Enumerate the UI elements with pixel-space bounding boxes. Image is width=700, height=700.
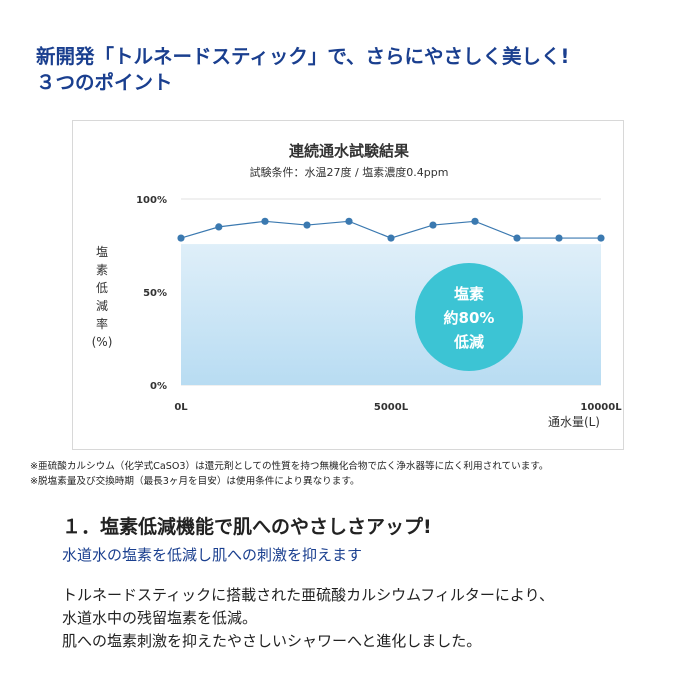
x-axis-label: 通水量(L) (548, 415, 600, 429)
x-tick-labels: 0L 5000L 10000L (174, 402, 622, 413)
reduction-badge: 塩素 約80% 低減 (415, 263, 523, 371)
footnotes: ※亜硫酸カルシウム（化学式CaSO3）は還元剤としての性質を持つ無機化合物で広く… (30, 459, 690, 489)
data-point-6 (429, 221, 437, 229)
footnote-1: ※亜硫酸カルシウム（化学式CaSO3）は還元剤としての性質を持つ無機化合物で広く… (30, 461, 549, 472)
y-tick-labels: 100% 50% 0% (136, 195, 167, 392)
reduction-badge-circle (415, 263, 523, 371)
chart-panel: 連続通水試験結果 試験条件：水温27度 / 塩素濃度0.4ppm 100% 50%… (72, 120, 624, 450)
data-point-7 (471, 217, 479, 225)
y-axis-unit: (%) (92, 335, 113, 349)
page-headline: 新開発「トルネードスティック」で、さらにやさしく美しく! ３つのポイント (36, 44, 676, 96)
chart-subtitle: 試験条件：水温27度 / 塩素濃度0.4ppm (250, 165, 449, 179)
y-axis-label-char-0: 塩 (96, 244, 108, 259)
data-point-3 (303, 221, 311, 229)
x-tick-label-2: 10000L (580, 402, 622, 413)
section-heading: １．塩素低減機能で肌へのやさしさアップ! (62, 516, 432, 538)
badge-line-3: 低減 (453, 333, 484, 351)
y-axis-label-char-2: 低 (96, 281, 108, 295)
y-axis-label-char-4: 率 (96, 316, 108, 331)
data-point-1 (215, 223, 223, 231)
body-line-1: トルネードスティックに搭載された亜硫酸カルシウムフィルターにより、 (62, 586, 555, 604)
data-point-4 (345, 217, 353, 225)
x-tick-label-0: 0L (174, 402, 188, 413)
data-point-9 (555, 234, 563, 242)
headline-line-1: 新開発「トルネードスティック」で、さらにやさしく美しく! (36, 45, 570, 68)
data-point-0 (177, 234, 185, 242)
section-subheading: 水道水の塩素を低減し肌への刺激を抑えます (62, 546, 363, 564)
footnote-2: ※脱塩素量及び交換時期（最長3ヶ月を目安）は使用条件により異なります。 (30, 476, 360, 487)
body-line-3: 肌への塩素刺激を抑えたやさしいシャワーへと進化しました。 (62, 632, 482, 650)
section-body: トルネードスティックに搭載された亜硫酸カルシウムフィルターにより、 水道水中の残… (62, 584, 554, 653)
body-line-2: 水道水中の残留塩素を低減。 (62, 609, 258, 627)
y-axis-label-char-1: 素 (96, 263, 108, 277)
data-point-8 (513, 234, 521, 242)
headline-line-2: ３つのポイント (36, 71, 173, 94)
y-tick-label-1: 50% (143, 288, 167, 299)
chloride-reduction-chart: 連続通水試験結果 試験条件：水温27度 / 塩素濃度0.4ppm 100% 50%… (92, 142, 623, 429)
area-fill (181, 244, 601, 385)
badge-line-2: 約80% (444, 309, 495, 327)
y-axis-label-char-3: 減 (96, 298, 108, 313)
data-point-2 (261, 217, 269, 225)
y-tick-label-2: 0% (150, 381, 167, 392)
badge-line-1: 塩素 (454, 285, 484, 303)
data-point-5 (387, 234, 395, 242)
data-point-10 (597, 234, 605, 242)
y-tick-label-0: 100% (136, 195, 167, 206)
series-points (177, 217, 605, 242)
chart-title: 連続通水試験結果 (289, 142, 410, 160)
x-tick-label-1: 5000L (374, 402, 409, 413)
